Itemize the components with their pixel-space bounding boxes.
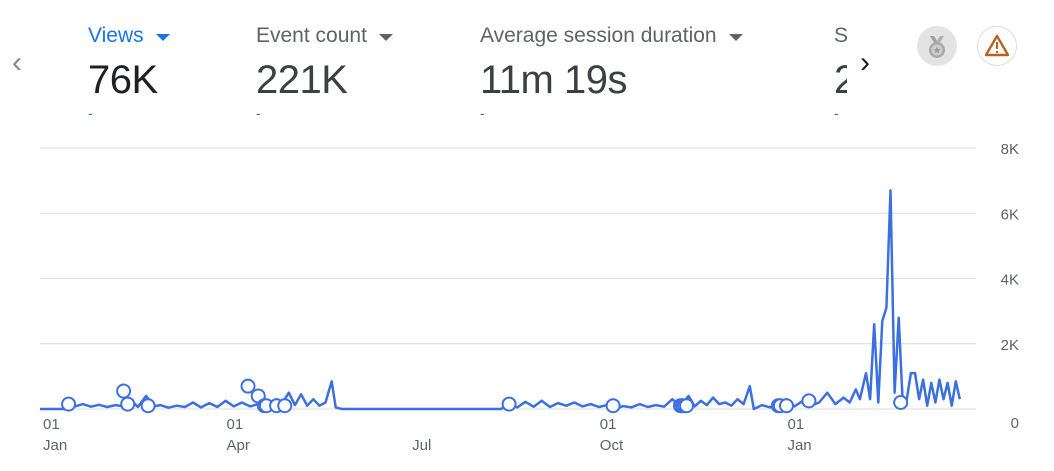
metric-label: Views bbox=[88, 24, 238, 48]
metric-label: Average session duration bbox=[480, 24, 770, 48]
y-tick-label: 0 bbox=[1011, 415, 1019, 432]
metric-label: Event count bbox=[256, 24, 456, 48]
warning-triangle-icon bbox=[984, 34, 1010, 57]
annotation-marker[interactable] bbox=[120, 396, 136, 412]
annotation-marker[interactable] bbox=[679, 398, 695, 414]
metric-card-event-count[interactable]: Event count 221K - bbox=[256, 24, 456, 134]
metric-card-views[interactable]: Views 76K - bbox=[88, 24, 238, 134]
scroll-left-icon[interactable]: ‹ bbox=[12, 46, 22, 79]
warning-icon[interactable] bbox=[977, 26, 1017, 66]
x-tick-day: 01 bbox=[600, 416, 617, 433]
y-tick-label: 8K bbox=[1001, 141, 1019, 158]
caret-down-icon bbox=[155, 33, 170, 41]
scroll-right-icon[interactable]: › bbox=[860, 46, 870, 79]
medal-icon-graphic bbox=[929, 36, 945, 58]
views-line-chart: 8K 6K 4K 2K 0 01 Jan 01 Apr Jul 01 Oct 01 Jan bbox=[40, 141, 1019, 454]
metric-card-average-session-duration[interactable]: Average session duration 11m 19s - bbox=[480, 24, 770, 134]
x-tick-month: Apr bbox=[227, 437, 250, 454]
annotation-marker[interactable] bbox=[778, 398, 794, 414]
x-tick-month: Jul bbox=[412, 437, 431, 454]
annotation-marker[interactable] bbox=[61, 396, 77, 412]
metric-value: 76K bbox=[88, 58, 158, 102]
metric-label: S bbox=[834, 24, 847, 47]
y-tick-label: 4K bbox=[1001, 272, 1019, 289]
x-tick-day: 01 bbox=[227, 416, 244, 433]
annotation-marker[interactable] bbox=[605, 398, 621, 414]
metric-delta: - bbox=[88, 105, 93, 121]
metric-value: 2 bbox=[834, 58, 847, 102]
caret-down-icon bbox=[378, 33, 393, 41]
metric-value: 221K bbox=[256, 58, 348, 102]
x-tick-day: 01 bbox=[787, 416, 804, 433]
y-tick-label: 6K bbox=[1001, 206, 1019, 223]
metric-delta: - bbox=[480, 105, 485, 121]
x-tick-day: 01 bbox=[43, 416, 60, 433]
metric-card-truncated[interactable]: S 2 - bbox=[834, 24, 847, 134]
x-tick-month: Oct bbox=[600, 437, 624, 454]
annotation-marker[interactable] bbox=[140, 398, 156, 414]
caret-down-icon bbox=[728, 33, 743, 41]
metric-delta: - bbox=[834, 105, 839, 121]
annotation-marker[interactable] bbox=[801, 393, 817, 409]
metric-value: 11m 19s bbox=[480, 58, 627, 102]
annotation-marker[interactable] bbox=[277, 398, 293, 414]
y-tick-label: 2K bbox=[1001, 337, 1019, 354]
x-tick-month: Jan bbox=[43, 437, 67, 454]
series-line bbox=[40, 189, 962, 411]
x-tick-month: Jan bbox=[787, 437, 811, 454]
medal-icon[interactable] bbox=[917, 26, 957, 66]
annotation-marker[interactable] bbox=[116, 383, 132, 399]
annotation-marker[interactable] bbox=[240, 378, 256, 394]
annotation-marker[interactable] bbox=[501, 396, 517, 412]
metric-delta: - bbox=[256, 105, 261, 121]
annotation-marker[interactable] bbox=[893, 394, 909, 410]
